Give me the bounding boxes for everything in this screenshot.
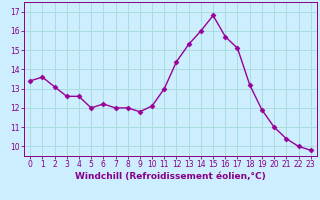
X-axis label: Windchill (Refroidissement éolien,°C): Windchill (Refroidissement éolien,°C) (75, 172, 266, 181)
